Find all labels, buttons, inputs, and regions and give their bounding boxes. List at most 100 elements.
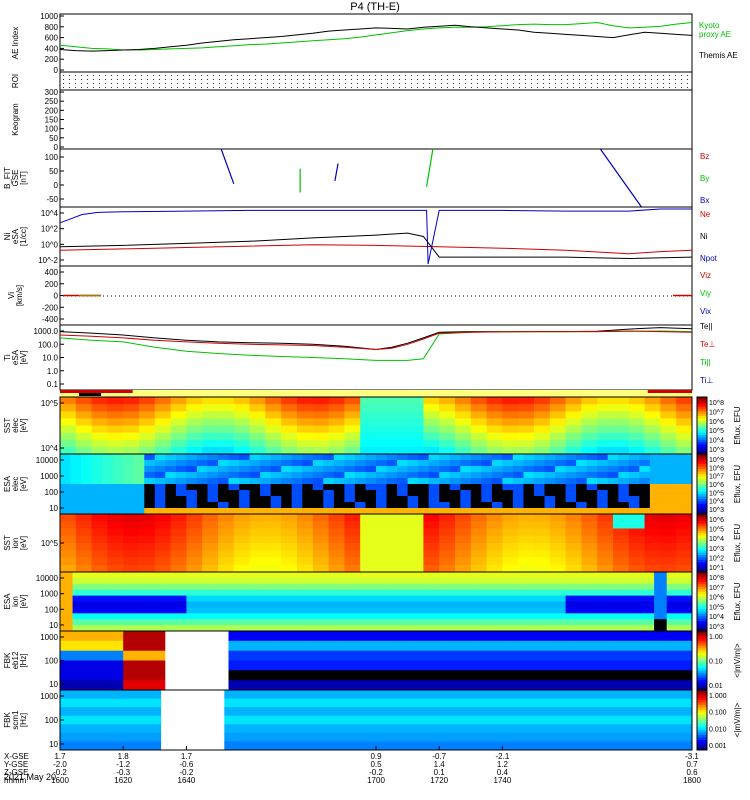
sst_i-colorbar-cell (697, 540, 707, 544)
fbk_b-cell (565, 741, 579, 751)
esa_e-cell (460, 490, 472, 497)
roi-dot (285, 83, 286, 84)
roi-dot (213, 79, 214, 80)
esa_e-cell (133, 484, 145, 491)
esa_i-cell (287, 619, 301, 626)
esa_i-colorbar-cell (697, 596, 707, 600)
roi-dot (663, 75, 664, 76)
xaxis-tick-label: -3.1 (685, 752, 699, 761)
esa_e-cell (491, 502, 503, 509)
sst_e-colorbar-cell (697, 444, 707, 448)
sst_e-colorbar-cell (697, 408, 707, 412)
velocity-zero-dot (243, 295, 244, 297)
fbk_b-cell (515, 715, 529, 725)
fbk_e-cell (502, 650, 514, 661)
esa_i-cell (85, 601, 99, 608)
sst_i-cell (91, 543, 108, 551)
esa_e-cell (544, 490, 556, 497)
fbk_e-cell (102, 680, 114, 691)
esa_i-cell (161, 619, 175, 626)
esa_i-cell (135, 572, 149, 579)
esa_i-cell (237, 625, 251, 632)
esa_i-cell (262, 577, 276, 585)
esa_e-cell (660, 466, 672, 473)
esa_i-cell (628, 613, 642, 620)
fbk_e-cell (196, 640, 208, 652)
esa_i-cell (60, 601, 74, 608)
esa_e-cell (186, 484, 198, 491)
esa_e-cell (555, 472, 567, 479)
esa_i-cell (85, 577, 99, 585)
density-ytick-label: 10^2 (41, 225, 59, 234)
fbk_b-cell (439, 732, 453, 742)
roi-dot (171, 79, 172, 80)
roi-dot (639, 79, 640, 80)
esa_i-cell (616, 607, 630, 614)
roi-dot (411, 83, 412, 84)
sst_i-cell (154, 550, 172, 559)
sst_i-cell (407, 564, 424, 573)
esa_i-cell (135, 583, 149, 591)
fbk_b-cell (186, 690, 200, 700)
fbk_e-cell (207, 640, 219, 652)
esa_e-cell (481, 490, 493, 497)
roi-dot (309, 79, 310, 80)
esa_e-cell (270, 484, 282, 491)
velocity-zero-dot (499, 295, 500, 297)
fbk_e-cell (470, 650, 482, 661)
esa_i-cell (224, 613, 238, 620)
esa_e-cell (354, 454, 366, 461)
esa_i-cell (350, 595, 364, 602)
velocity-zero-dot (659, 295, 660, 297)
fbk_e-cell (681, 680, 693, 691)
sst_e-colorbar-cell (697, 401, 707, 405)
keogram-ylabel: Keogram (11, 103, 20, 136)
esa_i-cell (477, 625, 491, 632)
sst_e-ylabel-line: [eV] (19, 418, 28, 432)
sst_e-cell (549, 418, 567, 426)
esa_e-cell (60, 472, 71, 479)
fbk_b-cell (237, 690, 251, 700)
velocity-ylabel: Vi [km/s] (7, 285, 24, 306)
esa_e-cell (681, 508, 693, 515)
fbk_e-cell (218, 670, 229, 681)
roi-dot (543, 75, 544, 76)
fbk_e-cell (228, 660, 240, 671)
sst_e-cell (107, 411, 124, 419)
esa_e-cell (239, 466, 251, 473)
esa_e-cell (523, 472, 535, 479)
fbk_e-cell (281, 650, 293, 661)
fbk_b-colorbar-label: 0.010 (709, 726, 727, 733)
fbk_e-cell (586, 650, 598, 661)
roi-dot (591, 83, 592, 84)
roi-dot (249, 79, 250, 80)
bfit-ytick-label: 100 (45, 153, 59, 162)
sst_e-cell (439, 446, 456, 455)
sst_i-cell (265, 521, 282, 530)
fbk_b-cell (274, 698, 288, 708)
esa_e-cell (428, 454, 440, 461)
sst_e-cell (534, 411, 551, 419)
esa_i-cell (603, 589, 617, 597)
esa_i-cell (363, 625, 377, 632)
fbk_e-cell (439, 680, 451, 691)
sst_i-cell (186, 564, 203, 573)
sst_e-cell (518, 404, 535, 412)
esa_i-cell (312, 583, 326, 591)
xaxis-tick-label: 0.7 (686, 760, 698, 769)
esa_e-cell (523, 508, 535, 515)
fbk_e-cell (344, 631, 356, 642)
velocity-zero-dot (247, 295, 248, 297)
roi-dot (483, 83, 484, 84)
fbk_e-cell (407, 631, 419, 642)
temperature-ytick-label: 1.0 (47, 367, 59, 376)
fbk_b-cell (616, 732, 630, 742)
roi-dot (573, 83, 574, 84)
sst_i-cell (91, 528, 108, 537)
roi-dot (513, 87, 514, 88)
velocity-zero-dot (583, 295, 584, 297)
ae-ylabel-line: AE Index (11, 27, 20, 59)
sst_e-cell (91, 397, 108, 405)
sst_i-cell (613, 543, 630, 551)
fbk_e-cell (449, 640, 461, 652)
